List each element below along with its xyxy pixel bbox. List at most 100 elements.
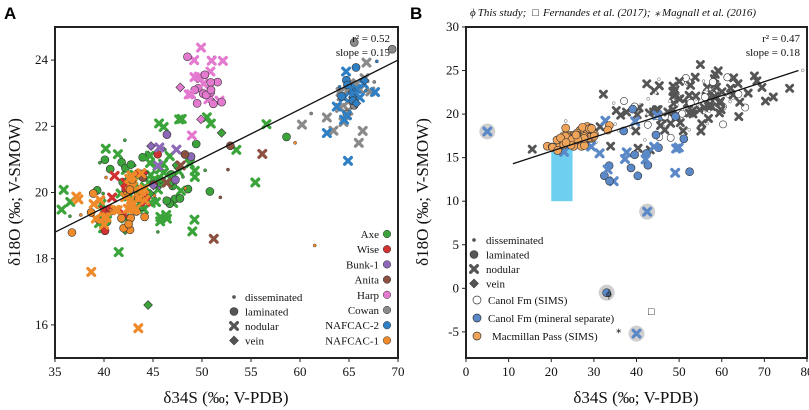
panel-b-source-legend: Canol Fm (SIMS) ϕ Canol Fm (mineral separa… <box>472 288 655 343</box>
panel-b-shape-legend: disseminated laminated nodular vein <box>469 235 544 291</box>
y-tick-label: -5 <box>448 324 459 339</box>
data-point-canol-fm-sims- <box>613 122 617 126</box>
legend-swatch <box>382 305 392 315</box>
circled-point <box>631 328 642 339</box>
panel-a-color-legend: Axe Wise Bunk-1 Anita Harp Cowan NAFCAC-2 NAFCA… <box>325 229 392 347</box>
data-point-canol-fm-sims- <box>686 80 696 90</box>
data-point-canol-fm-sims- <box>633 143 643 153</box>
legend-label: Harp <box>357 290 379 302</box>
data-point-axe <box>145 158 156 169</box>
data-point-nafcac-2 <box>370 87 381 98</box>
data-point-axe <box>112 149 123 160</box>
fernandes-text: Fernandes et al. (2017); <box>542 7 651 19</box>
data-point-axe <box>282 132 291 142</box>
data-point-canol-fm-sims- <box>654 91 658 95</box>
legend-swatch <box>382 229 392 239</box>
data-point-axe <box>191 139 201 149</box>
panel-a-shape-legend: disseminated laminated nodular vein <box>229 292 303 348</box>
asterisk-mark: ⁎ <box>654 7 660 19</box>
data-point-canol-fm-mineral-separate- <box>673 142 684 153</box>
data-point-bunk-1 <box>171 175 180 185</box>
source-header-line: ϕ This study; □ Fernandes et al. (2017); ⁎ Ma… <box>470 7 756 19</box>
data-point-axe <box>250 177 261 188</box>
data-point-axe <box>101 191 105 196</box>
source-label: Canol Fm (SIMS) <box>488 295 568 307</box>
data-point-canol-fm-sims- <box>703 114 713 124</box>
data-point-harp <box>186 130 197 141</box>
outlier-point <box>312 243 317 248</box>
data-point-axe <box>205 118 216 129</box>
data-point-harp <box>206 78 216 87</box>
data-point-canol-fm-sims- <box>684 90 694 100</box>
x-tick-label: 70 <box>758 364 771 379</box>
data-point-canol-fm-sims- <box>696 126 706 136</box>
data-point-nafcac-1 <box>67 228 77 237</box>
legend-marker-disseminated <box>232 295 236 299</box>
y-tick-label: 20 <box>35 185 48 200</box>
data-point-harp <box>196 114 206 125</box>
panel-b-slope: slope = 0.18 <box>746 47 801 59</box>
x-tick-label: 80 <box>801 364 809 379</box>
panel-b-r2: r² = 0.47 <box>762 33 800 45</box>
data-point-nafcac-1 <box>95 195 106 206</box>
data-point-canol-fm-mineral-separate- <box>602 164 613 175</box>
data-point-anita <box>180 150 190 159</box>
data-point-canol-fm-sims- <box>705 121 709 126</box>
x-tick-label: 20 <box>545 364 558 379</box>
data-point-harp <box>198 78 209 89</box>
data-point-canol-fm-sims- <box>743 88 753 98</box>
outlier-point <box>113 247 124 258</box>
legend-swatch <box>382 275 392 284</box>
magnall-text: Magnall et al. (2016) <box>661 7 756 19</box>
data-point-nafcac-1 <box>140 212 149 222</box>
data-point-canol-fm-sims- <box>688 109 698 119</box>
data-point-axe <box>156 230 160 234</box>
data-point-nafcac-1 <box>124 219 133 229</box>
y-tick-label: 0 <box>453 280 460 295</box>
data-point-nafcac-1 <box>134 193 145 204</box>
source-swatch <box>472 295 482 305</box>
x-tick-label: 30 <box>587 364 600 379</box>
x-tick-label: 45 <box>147 364 160 379</box>
x-tick-label: 60 <box>715 364 728 379</box>
data-point-nafcac-1 <box>88 189 98 198</box>
circled-point <box>642 206 653 217</box>
data-point-canol-fm-sims- <box>726 83 736 93</box>
data-point-nafcac-1 <box>152 193 157 198</box>
data-point-harp <box>192 99 202 108</box>
panel-a-y-ticks: 16 18 20 22 24 <box>35 52 55 332</box>
legend-label: disseminated <box>245 292 303 304</box>
data-point-cowan <box>349 38 359 47</box>
legend-label: laminated <box>245 307 289 319</box>
data-point-nafcac-1 <box>126 170 137 181</box>
data-point-harp <box>196 42 207 53</box>
data-point-axe <box>162 196 172 206</box>
data-point-canol-fm-sims- <box>714 108 724 118</box>
data-point-canol-fm-mineral-separate- <box>685 167 694 176</box>
data-point-axe <box>58 184 69 195</box>
data-point-canol-fm-sims- <box>675 94 685 104</box>
data-point-canol-fm-sims- <box>690 72 700 82</box>
data-point-axe <box>175 194 185 203</box>
y-tick-label: 25 <box>446 63 459 78</box>
legend-label: NAFCAC-1 <box>325 335 379 347</box>
data-point-nafcac-1 <box>126 203 137 214</box>
legend-label: disseminated <box>486 235 544 247</box>
data-point-canol-fm-mineral-separate- <box>628 104 638 114</box>
circled-point <box>482 126 493 137</box>
data-point-cowan <box>309 111 313 116</box>
data-point-canol-fm-mineral-separate- <box>630 150 639 159</box>
data-point-nafcac-1 <box>125 185 135 194</box>
data-point-nafcac-2 <box>363 89 368 93</box>
data-point-axe <box>100 155 110 165</box>
data-point-canol-fm-sims- <box>668 99 672 103</box>
outlier-point <box>133 323 144 334</box>
data-point-canol-fm-mineral-separate- <box>670 167 681 178</box>
legend-label: Bunk-1 <box>346 259 379 271</box>
data-point-canol-fm-mineral-separate- <box>619 153 630 164</box>
panel-a-y-label: δ18O (‰; V-SMOW) <box>5 118 24 266</box>
data-point-canol-fm-sims- <box>691 91 701 101</box>
legend-label: Cowan <box>348 305 380 317</box>
y-tick-label: 16 <box>35 317 49 332</box>
data-point-canol-fm-sims- <box>768 92 778 102</box>
